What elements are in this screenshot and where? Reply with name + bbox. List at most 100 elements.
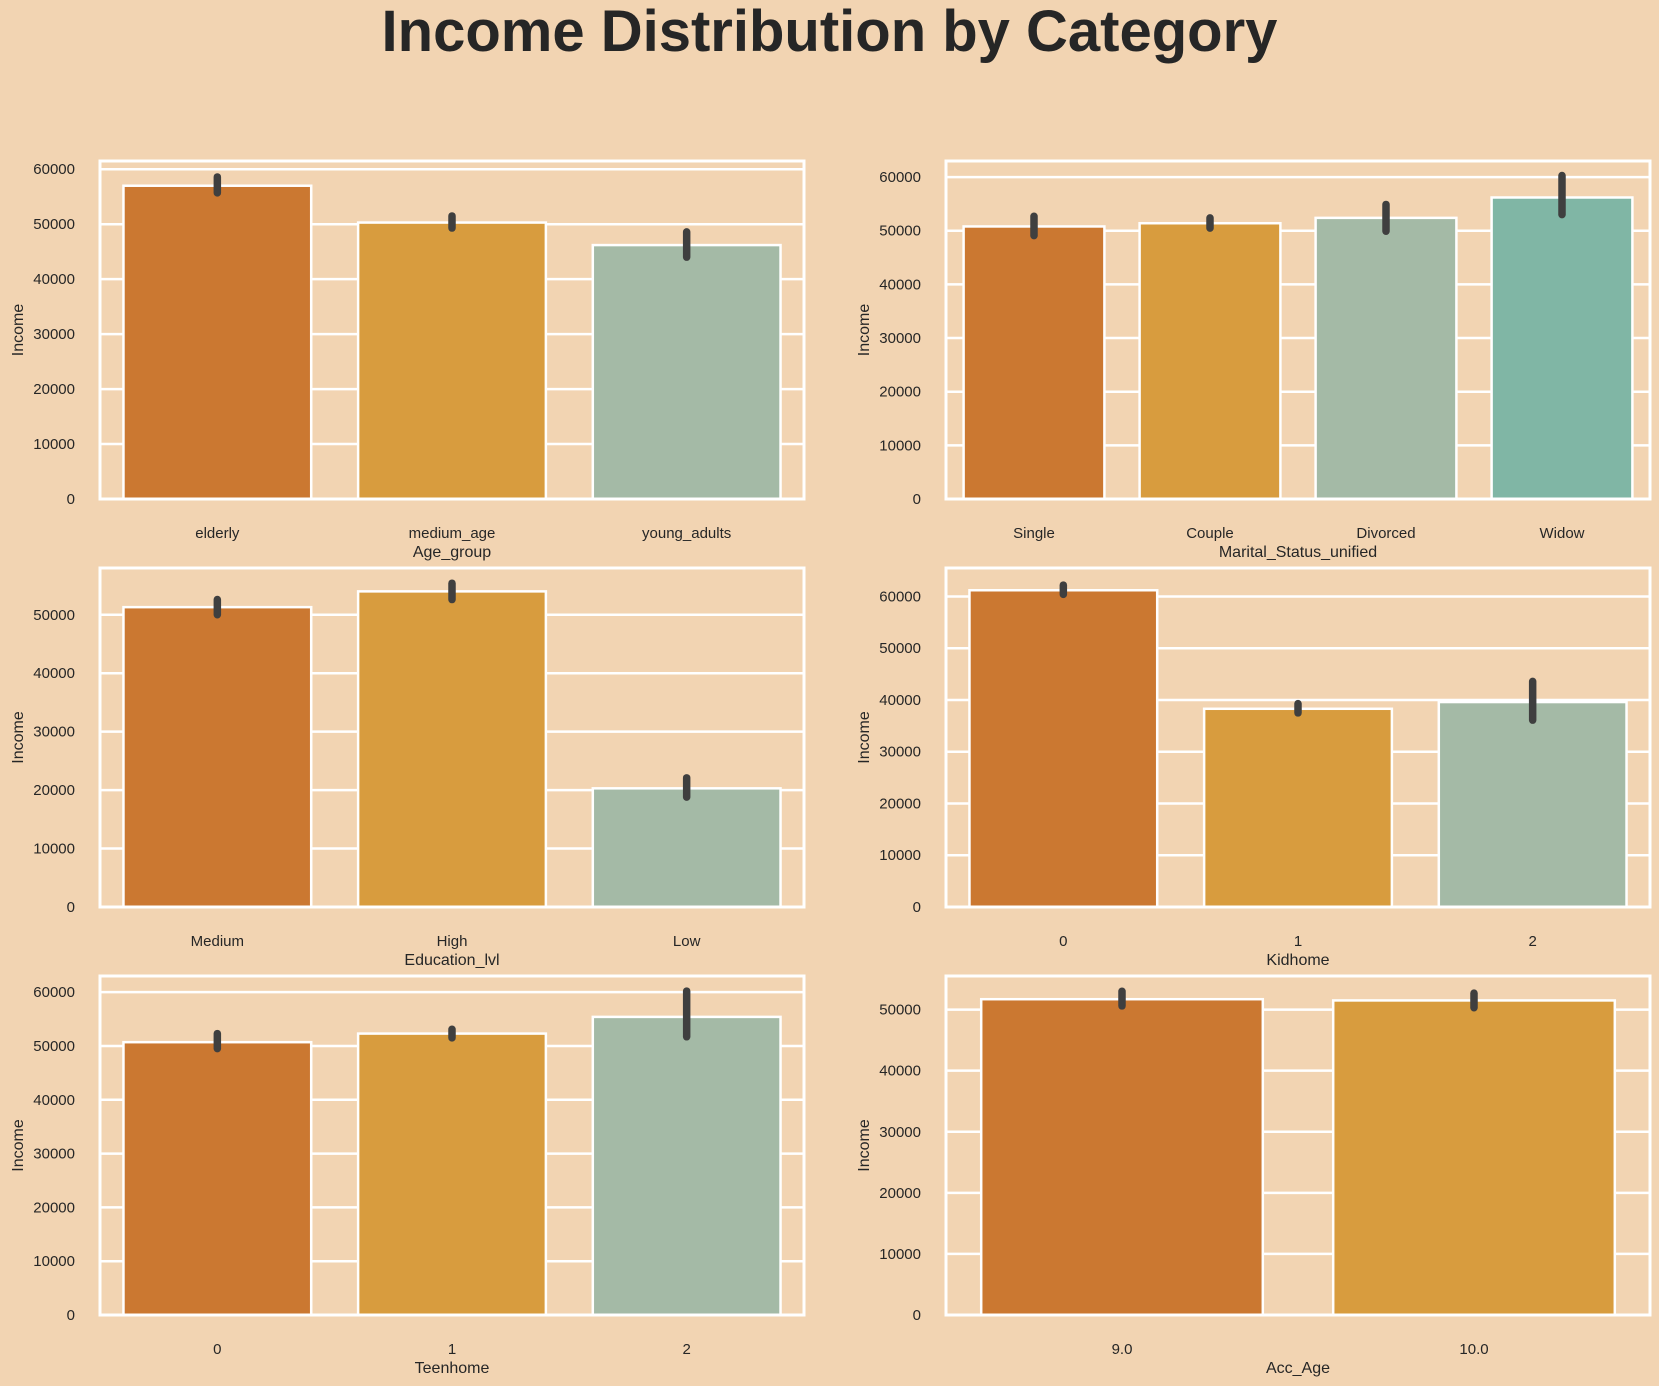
y-tick-label: 50000 — [879, 223, 921, 240]
chart-panel-2: 0 10000 20000 30000 40000 50000 60000 Single Cou… — [856, 159, 1652, 561]
bar — [122, 605, 313, 909]
y-tick-label: 0 — [67, 1307, 75, 1324]
chart-panel-3: 0 10000 20000 30000 40000 50000 Medium High Low E… — [10, 566, 806, 969]
y-tick-label: 40000 — [33, 1092, 75, 1109]
bar — [356, 590, 548, 909]
y-tick-label: 20000 — [33, 381, 75, 398]
y-tick-label: 50000 — [33, 216, 75, 233]
bar — [591, 787, 782, 909]
x-tick-label: 2 — [682, 1341, 690, 1358]
axes-frame — [944, 974, 1652, 1317]
y-tick-label: 0 — [67, 899, 75, 916]
y-tick-label: 10000 — [33, 436, 75, 453]
bar — [1138, 221, 1282, 501]
x-tick-label: 10.0 — [1459, 1341, 1488, 1358]
x-tick-label: Single — [1013, 525, 1055, 542]
y-tick-label: 10000 — [879, 847, 921, 864]
x-axis-label: Marital_Status_unified — [1219, 544, 1377, 561]
bar — [122, 1040, 313, 1317]
y-tick-label: 10000 — [879, 1246, 921, 1263]
y-axis-label: Income — [856, 304, 873, 357]
x-tick-label: 0 — [1059, 933, 1067, 950]
y-tick-label: 10000 — [33, 1253, 75, 1270]
y-tick-label: 40000 — [879, 692, 921, 709]
x-tick-label: 1 — [448, 1341, 456, 1358]
bar — [356, 221, 548, 501]
bar — [356, 1032, 548, 1317]
bar — [1331, 999, 1617, 1317]
axes-frame — [944, 566, 1652, 909]
x-axis-label: Education_lvl — [404, 952, 499, 969]
y-tick-label: 0 — [67, 491, 75, 508]
axes-frame — [98, 566, 806, 909]
x-axis-label: Teenhome — [415, 1360, 490, 1377]
y-tick-label: 40000 — [879, 276, 921, 293]
x-tick-label: elderly — [195, 525, 240, 542]
bar — [1490, 196, 1634, 501]
y-tick-label: 50000 — [33, 607, 75, 624]
y-tick-label: 30000 — [879, 744, 921, 761]
y-tick-label: 10000 — [33, 841, 75, 858]
y-tick-label: 60000 — [33, 161, 75, 178]
bar — [591, 1015, 782, 1317]
y-axis-label: Income — [856, 711, 873, 764]
bar — [968, 589, 1159, 909]
y-tick-label: 0 — [913, 491, 921, 508]
y-tick-label: 60000 — [879, 169, 921, 186]
y-tick-label: 30000 — [879, 330, 921, 347]
bar — [962, 225, 1106, 501]
y-tick-label: 40000 — [33, 271, 75, 288]
axes-frame — [944, 159, 1652, 501]
x-tick-label: 0 — [213, 1341, 221, 1358]
y-tick-label: 50000 — [879, 1002, 921, 1019]
y-axis-label: Income — [10, 304, 27, 357]
bar — [1202, 707, 1394, 909]
y-tick-label: 10000 — [879, 437, 921, 454]
axes-frame — [98, 974, 806, 1317]
x-tick-label: Widow — [1539, 525, 1584, 542]
x-tick-label: Couple — [1186, 525, 1234, 542]
chart-panel-5: 0 10000 20000 30000 40000 50000 60000 0 1 2 Teenho… — [10, 974, 806, 1377]
bar — [1437, 700, 1628, 909]
y-tick-label: 20000 — [879, 795, 921, 812]
y-tick-label: 50000 — [879, 640, 921, 657]
x-tick-label: 2 — [1528, 933, 1536, 950]
x-tick-label: Divorced — [1356, 525, 1415, 542]
y-axis-label: Income — [10, 1119, 27, 1172]
y-tick-label: 40000 — [879, 1063, 921, 1080]
y-axis-label: Income — [10, 711, 27, 764]
x-tick-label: Medium — [191, 933, 244, 950]
y-tick-label: 0 — [913, 1307, 921, 1324]
y-tick-label: 0 — [913, 899, 921, 916]
y-tick-label: 50000 — [33, 1038, 75, 1055]
x-tick-label: 9.0 — [1112, 1341, 1133, 1358]
bar — [1314, 216, 1458, 501]
y-tick-label: 60000 — [879, 588, 921, 605]
axes-frame — [98, 159, 806, 501]
x-tick-label: Low — [673, 933, 701, 950]
bar — [591, 243, 782, 501]
chart-panel-1: 0 10000 20000 30000 40000 50000 60000 elderly me… — [10, 159, 806, 561]
y-tick-label: 60000 — [33, 984, 75, 1001]
y-tick-label: 30000 — [33, 724, 75, 741]
x-tick-label: young_adults — [642, 525, 731, 542]
y-tick-label: 30000 — [879, 1124, 921, 1141]
chart-panel-6: 0 10000 20000 30000 40000 50000 9.0 10.0 Acc_Age… — [856, 974, 1652, 1377]
x-axis-label: Acc_Age — [1266, 1360, 1330, 1377]
x-tick-label: High — [437, 933, 468, 950]
x-axis-label: Age_group — [413, 544, 491, 561]
figure-title: Income Distribution by Category — [381, 0, 1278, 64]
y-tick-label: 20000 — [33, 782, 75, 799]
x-tick-label: medium_age — [409, 525, 496, 542]
y-tick-label: 30000 — [33, 326, 75, 343]
y-tick-label: 40000 — [33, 665, 75, 682]
y-tick-label: 20000 — [879, 384, 921, 401]
x-axis-label: Kidhome — [1266, 952, 1329, 969]
y-tick-label: 20000 — [879, 1185, 921, 1202]
x-tick-label: 1 — [1294, 933, 1302, 950]
bar — [122, 184, 313, 501]
bar — [979, 997, 1265, 1317]
y-tick-label: 30000 — [33, 1146, 75, 1163]
y-tick-label: 20000 — [33, 1199, 75, 1216]
